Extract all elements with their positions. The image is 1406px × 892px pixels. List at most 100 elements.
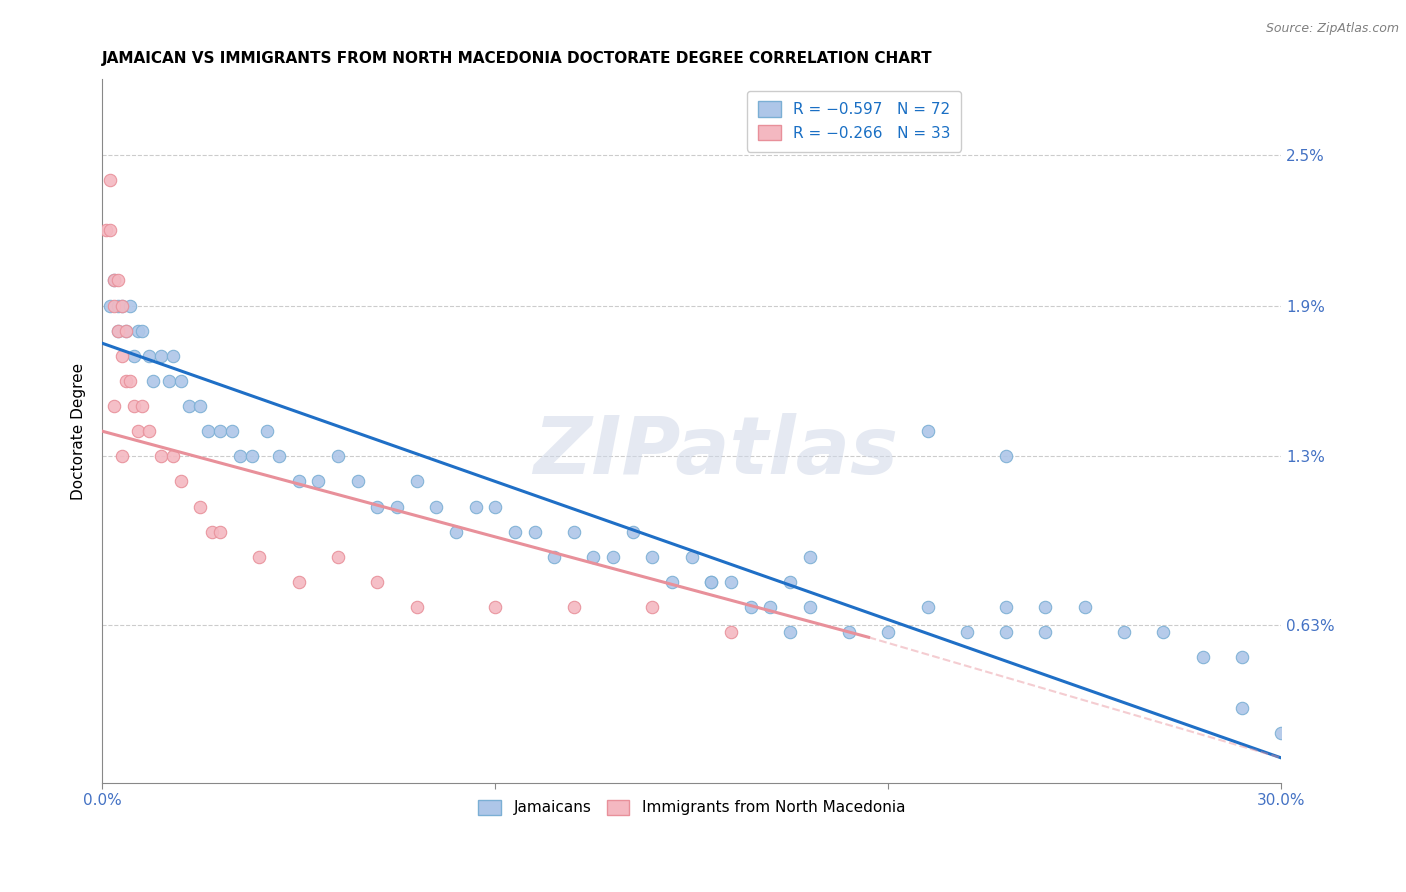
Point	[995, 600, 1018, 615]
Point	[98, 223, 121, 237]
Point	[162, 450, 184, 464]
Point	[142, 374, 165, 388]
Point	[118, 299, 141, 313]
Point	[799, 600, 821, 615]
Point	[307, 475, 329, 489]
Point	[170, 374, 193, 388]
Point	[1152, 625, 1174, 640]
Point	[543, 549, 565, 564]
Point	[740, 600, 762, 615]
Point	[582, 549, 605, 564]
Point	[229, 450, 252, 464]
Point	[162, 349, 184, 363]
Point	[157, 374, 180, 388]
Point	[779, 625, 801, 640]
Point	[190, 399, 212, 413]
Point	[661, 574, 683, 589]
Point	[111, 299, 134, 313]
Point	[326, 450, 349, 464]
Point	[103, 273, 125, 287]
Point	[103, 299, 125, 313]
Point	[150, 349, 173, 363]
Point	[366, 500, 388, 514]
Point	[111, 450, 134, 464]
Point	[602, 549, 624, 564]
Point	[94, 223, 117, 237]
Point	[562, 524, 585, 539]
Point	[240, 450, 263, 464]
Point	[107, 324, 129, 338]
Point	[1230, 650, 1253, 665]
Point	[503, 524, 526, 539]
Point	[1035, 600, 1057, 615]
Point	[641, 600, 664, 615]
Point	[1074, 600, 1097, 615]
Point	[956, 625, 979, 640]
Point	[287, 574, 309, 589]
Point	[287, 475, 309, 489]
Point	[197, 424, 219, 438]
Point	[103, 273, 125, 287]
Point	[107, 324, 129, 338]
Point	[759, 600, 782, 615]
Point	[131, 324, 153, 338]
Point	[484, 500, 506, 514]
Point	[700, 574, 723, 589]
Point	[98, 173, 121, 187]
Point	[209, 524, 232, 539]
Point	[405, 600, 427, 615]
Point	[346, 475, 368, 489]
Point	[1035, 625, 1057, 640]
Point	[366, 574, 388, 589]
Point	[111, 349, 134, 363]
Point	[995, 625, 1018, 640]
Point	[1230, 700, 1253, 714]
Point	[122, 349, 145, 363]
Point	[114, 324, 136, 338]
Point	[444, 524, 467, 539]
Point	[201, 524, 224, 539]
Point	[917, 600, 939, 615]
Point	[107, 273, 129, 287]
Point	[720, 574, 742, 589]
Point	[385, 500, 408, 514]
Point	[138, 424, 160, 438]
Text: ZIPatlas: ZIPatlas	[533, 413, 898, 491]
Point	[114, 374, 136, 388]
Point	[267, 450, 290, 464]
Point	[326, 549, 349, 564]
Point	[681, 549, 703, 564]
Point	[1270, 725, 1292, 739]
Point	[720, 625, 742, 640]
Point	[464, 500, 486, 514]
Point	[523, 524, 546, 539]
Point	[249, 549, 271, 564]
Point	[799, 549, 821, 564]
Point	[562, 600, 585, 615]
Point	[917, 424, 939, 438]
Point	[111, 299, 134, 313]
Point	[995, 450, 1018, 464]
Point	[877, 625, 900, 640]
Point	[621, 524, 644, 539]
Legend: Jamaicans, Immigrants from North Macedonia: Jamaicans, Immigrants from North Macedon…	[470, 790, 914, 825]
Point	[98, 299, 121, 313]
Point	[484, 600, 506, 615]
Point	[118, 374, 141, 388]
Point	[170, 475, 193, 489]
Point	[256, 424, 278, 438]
Point	[1191, 650, 1213, 665]
Text: Source: ZipAtlas.com: Source: ZipAtlas.com	[1265, 22, 1399, 36]
Point	[114, 324, 136, 338]
Point	[425, 500, 447, 514]
Point	[838, 625, 860, 640]
Point	[190, 500, 212, 514]
Point	[107, 299, 129, 313]
Point	[127, 324, 149, 338]
Point	[700, 574, 723, 589]
Point	[150, 450, 173, 464]
Point	[103, 399, 125, 413]
Y-axis label: Doctorate Degree: Doctorate Degree	[72, 363, 86, 500]
Point	[131, 399, 153, 413]
Point	[779, 574, 801, 589]
